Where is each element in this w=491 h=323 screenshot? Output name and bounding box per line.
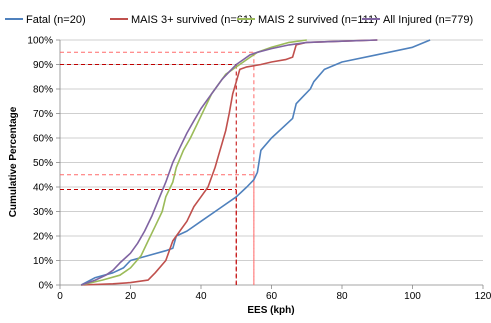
x-tick-label: 120 bbox=[475, 291, 491, 302]
series-line-1 bbox=[80, 39, 431, 286]
y-tick-labels: 0% 10% 20% 30% 40% 50% 60% 70% 80% 90% 100% bbox=[27, 36, 53, 292]
legend-label: MAIS 3+ survived (n=61) bbox=[131, 14, 253, 26]
x-tick-label: 60 bbox=[266, 291, 278, 302]
legend-item: Fatal (n=20) bbox=[5, 14, 86, 26]
y-tick-label: 60% bbox=[33, 134, 53, 145]
legend-label: MAIS 2 survived (n=111) bbox=[258, 14, 378, 26]
y-tick-label: 100% bbox=[27, 36, 53, 47]
legend-label: Fatal (n=20) bbox=[26, 14, 86, 26]
y-tick-label: 70% bbox=[33, 109, 53, 120]
y-tick-label: 80% bbox=[33, 85, 53, 96]
legend: Fatal (n=20) MAIS 3+ survived (n=61) MAIS … bbox=[5, 14, 473, 26]
legend-item: All Injured (n=779) bbox=[362, 14, 473, 26]
series-line-3 bbox=[81, 39, 307, 286]
x-tick-label: 20 bbox=[125, 291, 137, 302]
x-tick-label: 40 bbox=[195, 291, 207, 302]
series-lines bbox=[80, 39, 431, 286]
y-tick-label: 30% bbox=[33, 207, 53, 218]
y-tick-label: 50% bbox=[33, 158, 53, 169]
reference-line bbox=[60, 51, 255, 285]
y-tick-label: 10% bbox=[33, 256, 53, 267]
legend-item: MAIS 2 survived (n=111) bbox=[237, 14, 378, 26]
reference-line bbox=[60, 174, 255, 285]
x-tick-label: 0 bbox=[57, 291, 63, 302]
reference-lines bbox=[60, 51, 255, 285]
x-tick-label: 100 bbox=[404, 291, 421, 302]
axes bbox=[56, 39, 484, 289]
y-tick-label: 90% bbox=[33, 60, 53, 71]
series-line-4 bbox=[80, 39, 378, 286]
series-line-2 bbox=[81, 39, 378, 286]
y-axis-title: Cumulative Percentage bbox=[8, 106, 19, 217]
reference-line bbox=[60, 188, 237, 285]
legend-item: MAIS 3+ survived (n=61) bbox=[110, 14, 253, 26]
x-tick-labels: 0 20 40 60 80 100 120 bbox=[57, 291, 491, 302]
x-axis-title: EES (kph) bbox=[247, 305, 294, 316]
y-tick-label: 0% bbox=[39, 281, 54, 292]
legend-label: All Injured (n=779) bbox=[383, 14, 473, 26]
y-tick-label: 20% bbox=[33, 232, 53, 243]
x-tick-label: 80 bbox=[336, 291, 348, 302]
y-tick-label: 40% bbox=[33, 183, 53, 194]
